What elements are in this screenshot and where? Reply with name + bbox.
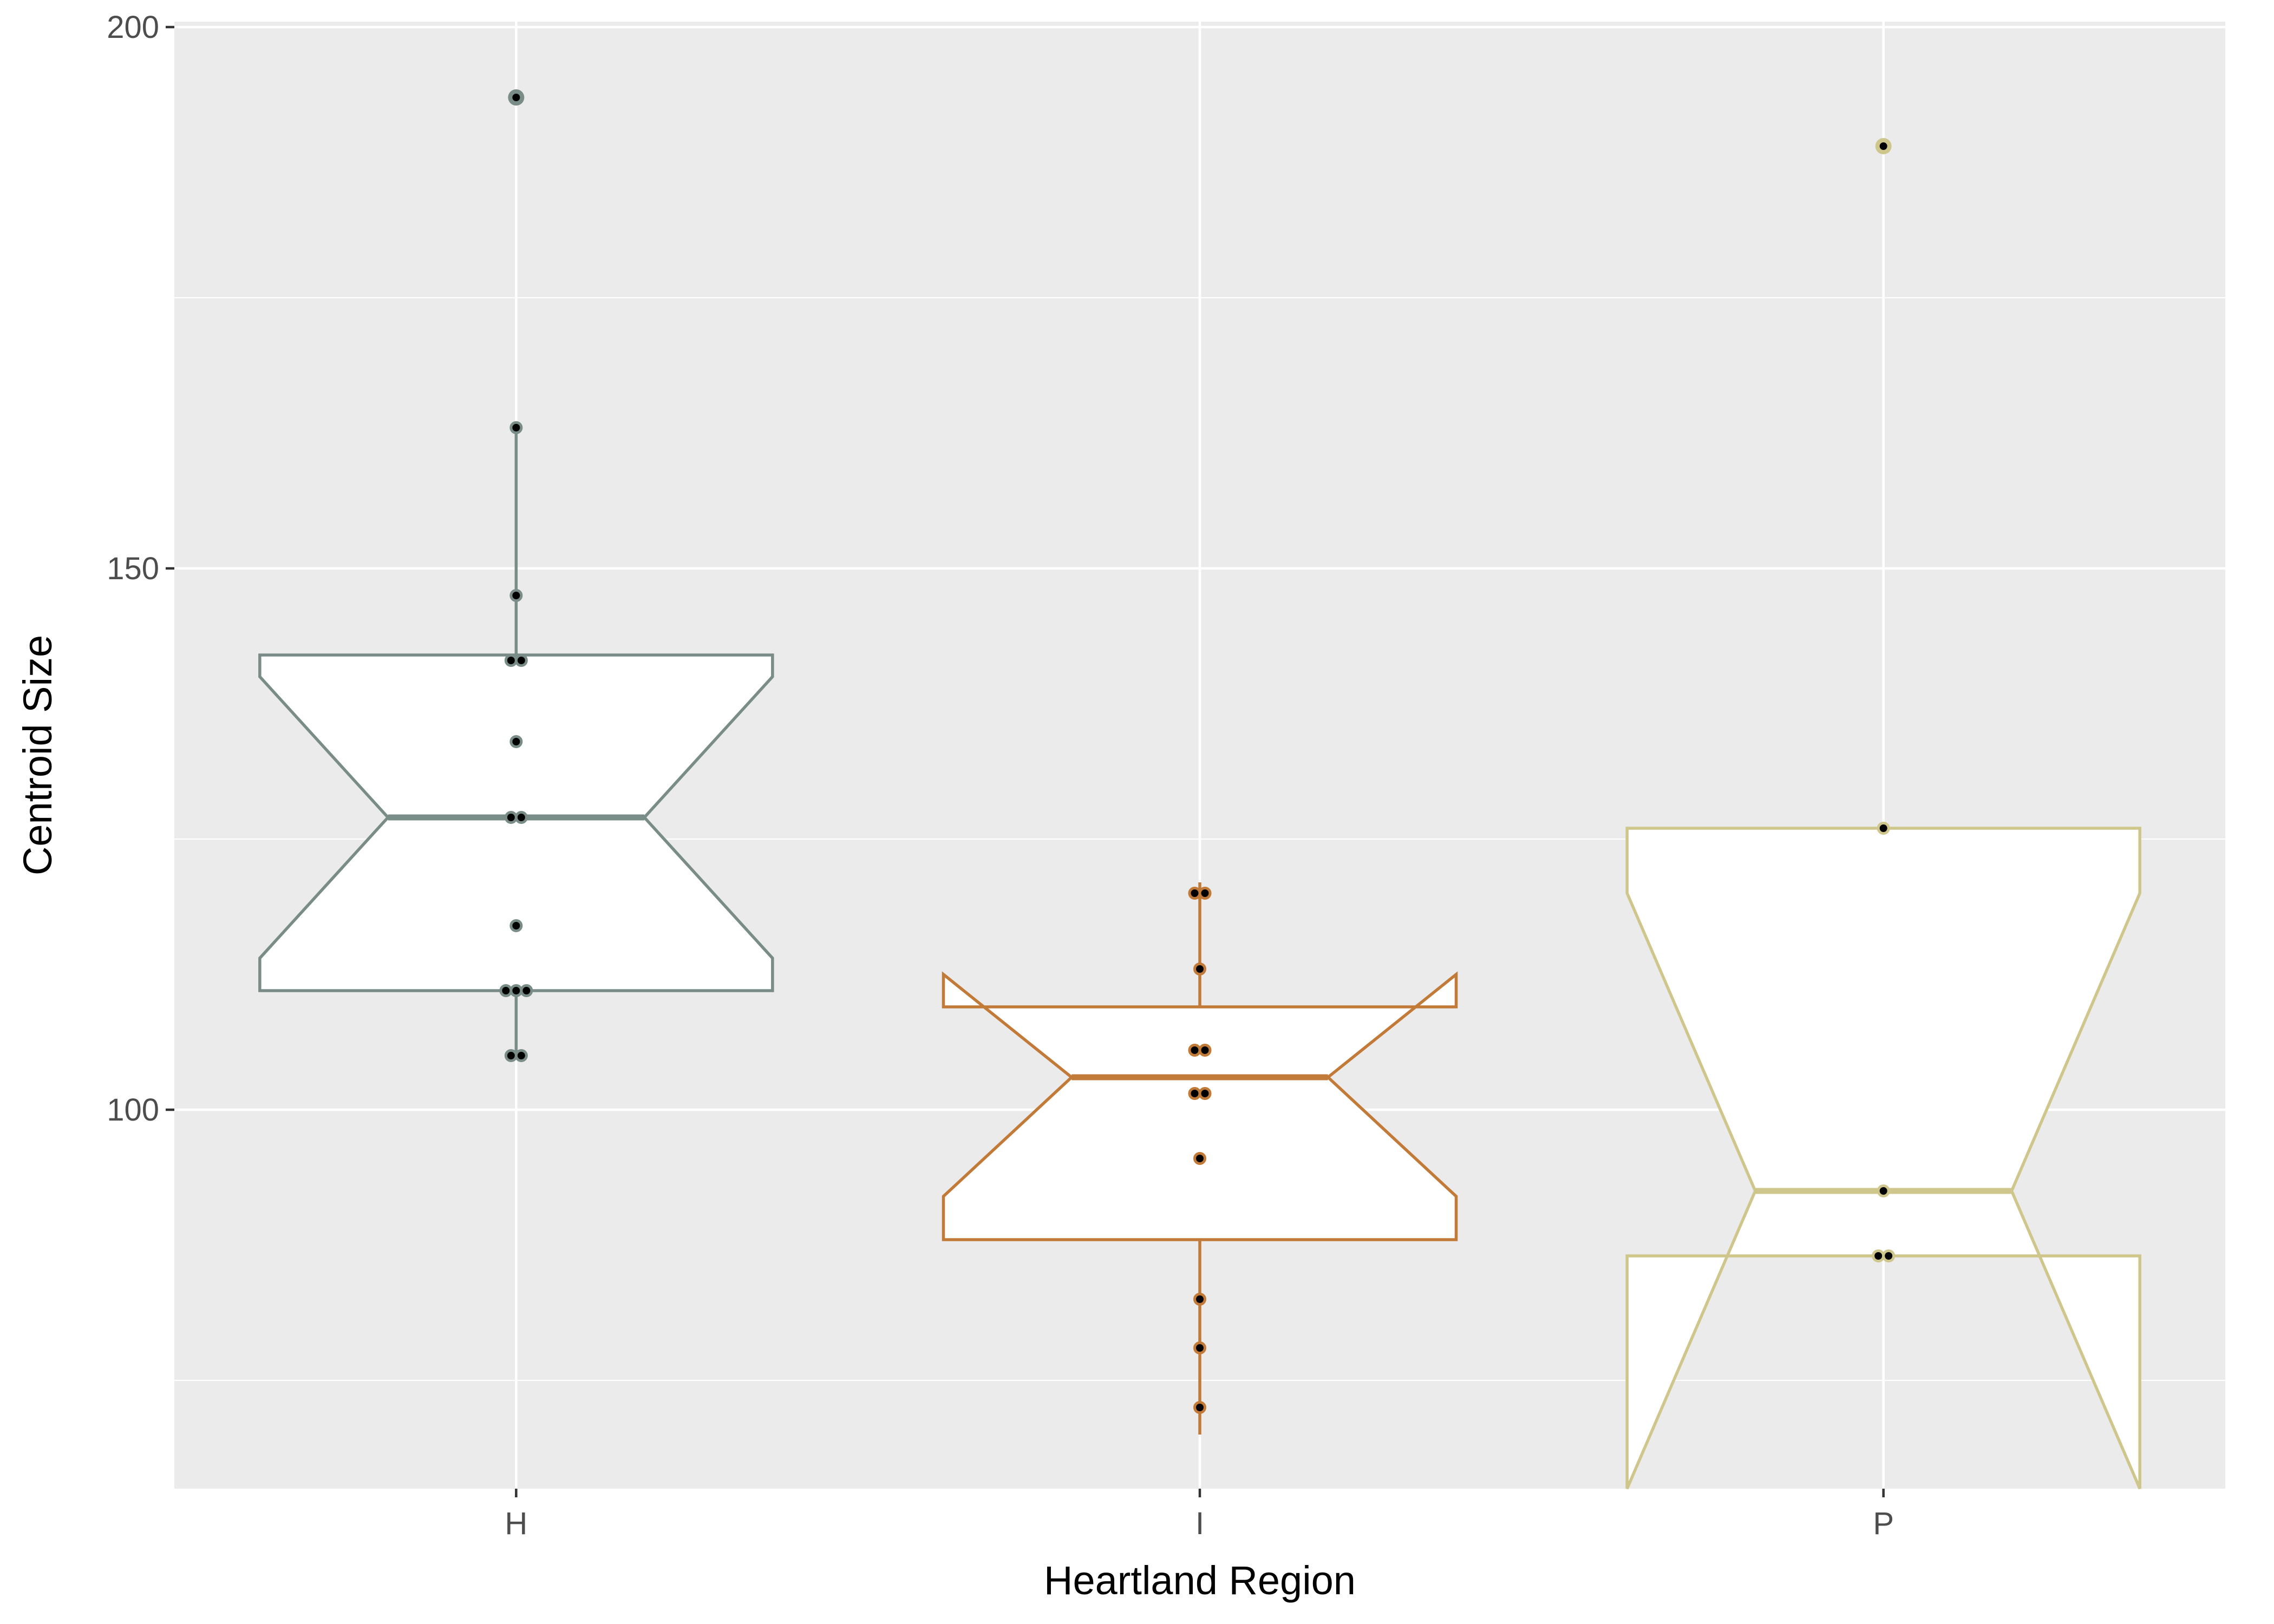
data-point — [514, 811, 528, 824]
x-axis-title: Heartland Region — [1044, 1558, 1356, 1603]
data-point — [504, 1049, 518, 1062]
data-point — [514, 1049, 528, 1062]
box-body — [1625, 827, 2141, 1490]
data-point — [1188, 1044, 1201, 1057]
data-point — [520, 984, 533, 997]
data-point — [504, 654, 518, 667]
box-group — [258, 89, 2141, 1490]
data-point — [499, 984, 513, 997]
box-I — [942, 882, 1458, 1435]
y-tick-label: 200 — [107, 10, 159, 45]
data-point — [1188, 1087, 1201, 1100]
data-point — [1193, 1401, 1206, 1414]
box-H — [258, 89, 774, 1062]
data-point — [509, 91, 523, 104]
box-P — [1625, 138, 2141, 1490]
x-tick-label: I — [1195, 1506, 1204, 1541]
data-point — [1872, 1249, 1885, 1262]
data-point — [514, 654, 528, 667]
data-point — [509, 919, 523, 932]
data-point — [1193, 962, 1206, 975]
data-point — [509, 984, 523, 997]
data-point — [1877, 822, 1890, 835]
data-point — [504, 811, 518, 824]
data-point — [1193, 1293, 1206, 1306]
x-tick-label: P — [1873, 1506, 1894, 1541]
data-point — [1188, 887, 1201, 900]
data-point — [509, 421, 523, 434]
x-tick-label: H — [505, 1506, 527, 1541]
box-body — [258, 653, 774, 992]
box-body — [942, 971, 1458, 1241]
data-point — [509, 735, 523, 748]
data-point — [509, 589, 523, 602]
y-tick-label: 100 — [107, 1092, 159, 1128]
data-point — [1882, 1249, 1896, 1262]
y-axis-title: Centroid Size — [15, 635, 60, 875]
data-point — [1198, 1087, 1212, 1100]
data-point — [1198, 887, 1212, 900]
data-point — [1877, 1184, 1890, 1197]
data-point — [1877, 140, 1890, 153]
y-tick-label: 150 — [107, 551, 159, 586]
axes: 100 150 200 H I P — [107, 10, 1894, 1541]
data-point — [1193, 1152, 1206, 1165]
data-point — [1193, 1341, 1206, 1354]
data-point — [1198, 1044, 1212, 1057]
